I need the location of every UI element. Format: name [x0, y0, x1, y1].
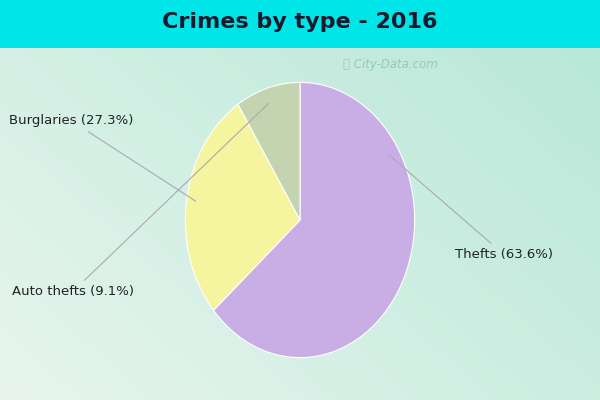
Text: Burglaries (27.3%): Burglaries (27.3%)	[10, 114, 196, 201]
Text: Crimes by type - 2016: Crimes by type - 2016	[162, 12, 438, 32]
Wedge shape	[185, 104, 300, 310]
Wedge shape	[238, 82, 300, 220]
Text: ⓘ City-Data.com: ⓘ City-Data.com	[343, 58, 437, 71]
Wedge shape	[214, 82, 415, 358]
Text: Thefts (63.6%): Thefts (63.6%)	[389, 155, 553, 261]
Text: Auto thefts (9.1%): Auto thefts (9.1%)	[12, 103, 269, 298]
